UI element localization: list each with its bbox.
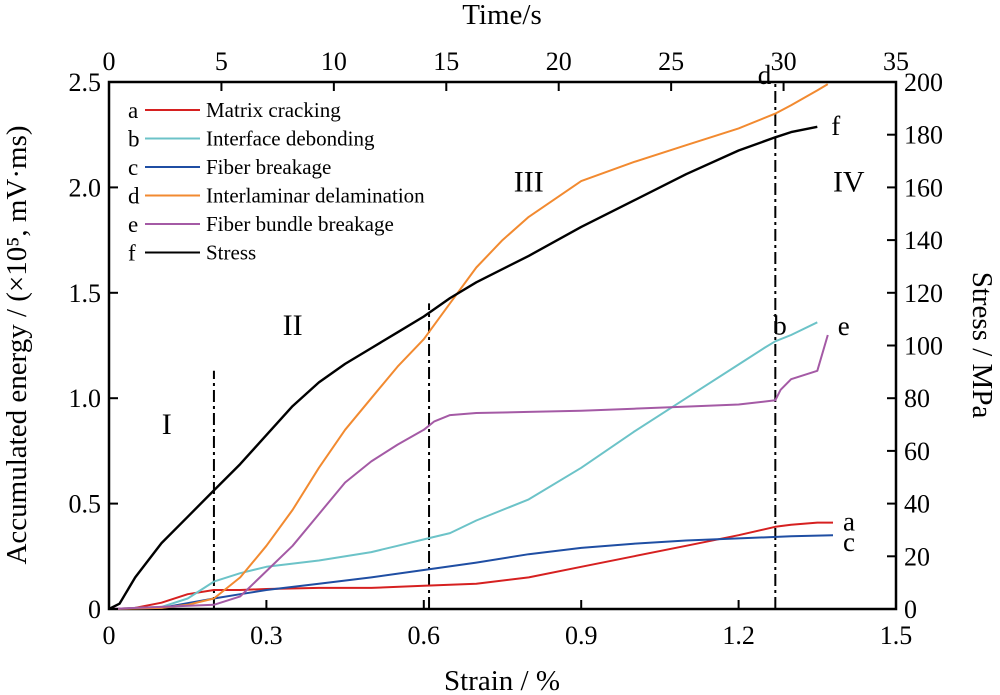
series-end-label-e: e [838, 311, 850, 341]
stage-label: II [283, 309, 303, 342]
legend-key-letter: f [128, 241, 136, 266]
series-line-d [108, 83, 829, 610]
series-end-label-d: d [758, 60, 772, 90]
legend-entry-label: Interlaminar delamination [206, 184, 425, 208]
y-tick-label: 0.5 [69, 490, 102, 519]
y2-tick-label: 140 [904, 226, 943, 255]
legend-key-letter: a [128, 98, 138, 123]
legend-entry-label: Matrix cracking [206, 98, 341, 122]
y-tick-label: 2.0 [69, 173, 102, 202]
x2-tick-label: 25 [658, 47, 684, 76]
series-end-label-b: b [773, 310, 787, 340]
stage-label: III [514, 166, 544, 199]
y2-tick-label: 100 [904, 332, 943, 361]
x-tick-label: 0.3 [250, 621, 283, 650]
legend-key-letter: d [128, 184, 140, 209]
y2-tick-label: 200 [904, 68, 943, 97]
x2-axis-title: Time/s [462, 0, 542, 31]
series-end-labels: a b c d e f [758, 60, 855, 557]
y2-tick-label: 0 [904, 595, 917, 624]
x-tick-label: 0.9 [565, 621, 598, 650]
series-line-a [108, 521, 833, 610]
y-tick-label: 1.0 [69, 384, 102, 413]
x-axis-title: Strain / % [444, 665, 560, 695]
series-lines [108, 83, 834, 611]
axis-tick-labels: 0 0.3 0.6 0.9 1.2 1.50 5 10 15 20 25 30 3500.51.01.5… [69, 47, 944, 650]
legend-entry-label: Interface debonding [206, 127, 375, 151]
stage-label: IV [833, 166, 865, 199]
legend-key-letter: e [128, 212, 138, 237]
legend-entry-label: Fiber bundle breakage [206, 212, 394, 236]
y-tick-label: 0 [88, 595, 101, 624]
series-line-b [108, 321, 818, 610]
legend-entry-label: Stress [206, 241, 256, 265]
y2-tick-label: 180 [904, 121, 943, 150]
x-tick-label: 1.5 [880, 621, 913, 650]
legend-key-letter: b [128, 127, 140, 152]
x2-tick-label: 35 [883, 47, 909, 76]
x2-tick-label: 0 [103, 47, 116, 76]
y2-tick-label: 120 [904, 279, 943, 308]
series-line-e [108, 334, 829, 610]
y2-tick-label: 160 [904, 173, 943, 202]
y2-tick-label: 20 [904, 542, 930, 571]
y2-tick-label: 80 [904, 384, 930, 413]
y2-tick-label: 60 [904, 437, 930, 466]
x2-tick-label: 30 [771, 47, 797, 76]
y-tick-label: 2.5 [69, 68, 102, 97]
series-end-label-c: c [843, 527, 855, 557]
stage-label: I [162, 408, 172, 441]
x-tick-label: 0.6 [408, 621, 441, 650]
x2-tick-label: 15 [433, 47, 459, 76]
legend-entry-label: Fiber breakage [206, 155, 331, 179]
x-tick-label: 1.2 [722, 621, 755, 650]
series-end-label-f: f [831, 111, 840, 141]
series-end-label-a: a [843, 507, 855, 537]
legend: a Matrix cracking b Interface debonding c Fib… [128, 98, 425, 266]
x2-tick-label: 10 [321, 47, 347, 76]
y-tick-label: 1.5 [69, 279, 102, 308]
y2-axis-title: Stress / MPa [966, 272, 998, 419]
y2-tick-label: 40 [904, 490, 930, 519]
y-axis-title: Accumulated energy / (×10⁵, mV·ms) [1, 125, 33, 564]
x-tick-label: 0 [103, 621, 116, 650]
x2-tick-label: 5 [215, 47, 228, 76]
series-line-c [108, 534, 834, 610]
legend-key-letter: c [128, 155, 138, 180]
axis-ticks [108, 81, 897, 610]
x2-tick-label: 20 [546, 47, 572, 76]
series-line-f [108, 125, 818, 611]
